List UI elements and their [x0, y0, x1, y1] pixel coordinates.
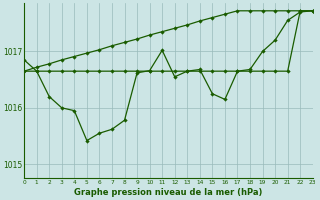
- X-axis label: Graphe pression niveau de la mer (hPa): Graphe pression niveau de la mer (hPa): [74, 188, 263, 197]
